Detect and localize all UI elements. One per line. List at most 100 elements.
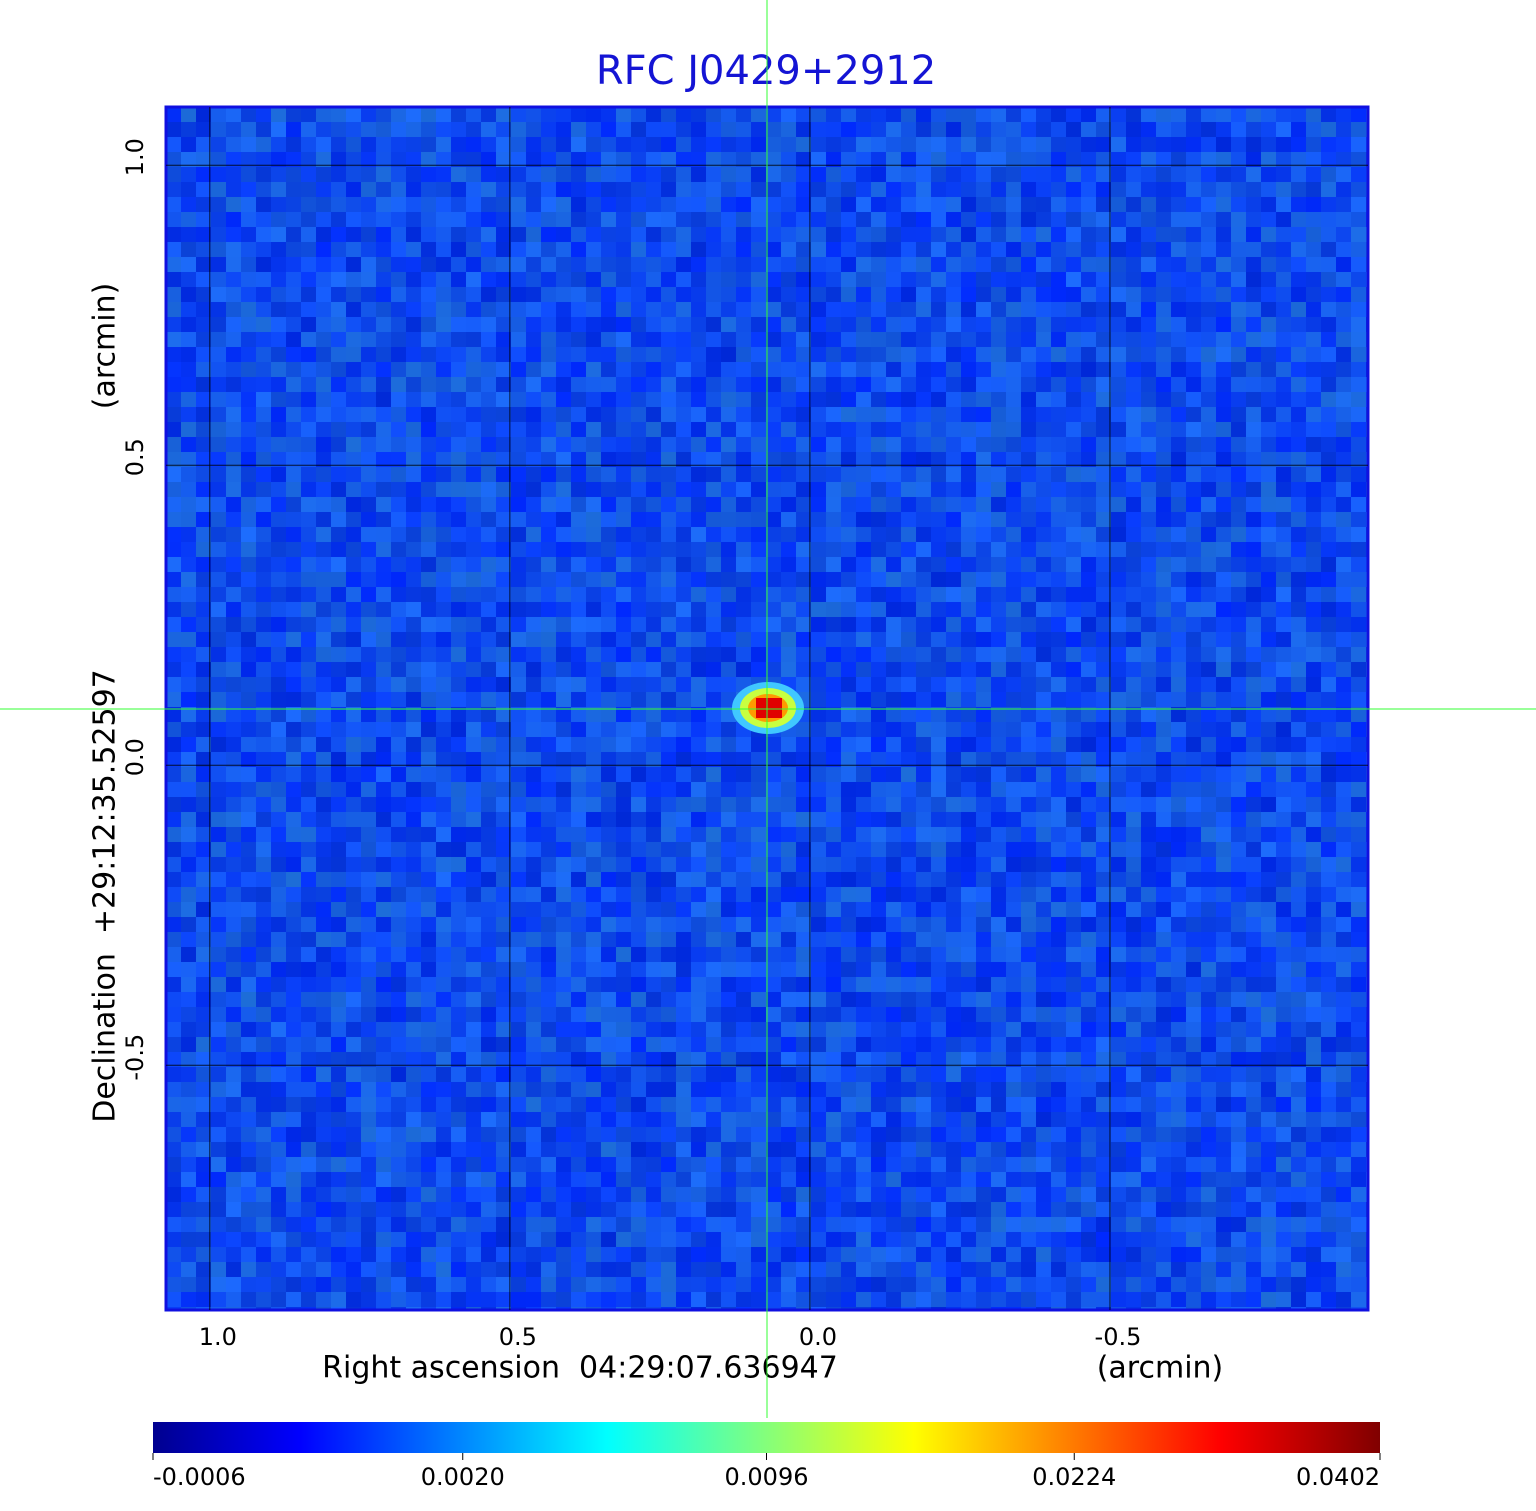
pixel bbox=[1291, 347, 1306, 362]
pixel bbox=[931, 482, 946, 497]
pixel bbox=[586, 692, 601, 707]
pixel bbox=[856, 1007, 871, 1022]
pixel bbox=[436, 392, 451, 407]
pixel bbox=[376, 662, 391, 677]
pixel bbox=[631, 377, 646, 392]
pixel bbox=[1216, 947, 1231, 962]
pixel bbox=[421, 947, 436, 962]
pixel bbox=[256, 617, 271, 632]
pixel bbox=[661, 287, 676, 302]
pixel bbox=[1321, 617, 1336, 632]
pixel bbox=[1111, 707, 1126, 722]
pixel bbox=[1066, 707, 1081, 722]
pixel bbox=[1126, 287, 1141, 302]
pixel bbox=[1156, 152, 1171, 167]
pixel bbox=[226, 407, 241, 422]
pixel bbox=[886, 842, 901, 857]
pixel bbox=[601, 632, 616, 647]
pixel bbox=[706, 872, 721, 887]
pixel bbox=[1051, 302, 1066, 317]
pixel bbox=[706, 227, 721, 242]
pixel bbox=[1156, 242, 1171, 257]
pixel bbox=[646, 632, 661, 647]
pixel bbox=[616, 902, 631, 917]
pixel bbox=[556, 167, 571, 182]
pixel bbox=[631, 512, 646, 527]
pixel bbox=[481, 392, 496, 407]
pixel bbox=[736, 332, 751, 347]
pixel bbox=[1171, 422, 1186, 437]
pixel bbox=[1261, 902, 1276, 917]
pixel bbox=[391, 857, 406, 872]
pixel bbox=[1186, 137, 1201, 152]
pixel bbox=[781, 377, 796, 392]
pixel bbox=[1246, 482, 1261, 497]
pixel bbox=[301, 317, 316, 332]
pixel bbox=[196, 197, 211, 212]
pixel bbox=[721, 437, 736, 452]
pixel bbox=[301, 452, 316, 467]
pixel bbox=[241, 107, 256, 122]
pixel bbox=[301, 647, 316, 662]
pixel bbox=[1186, 887, 1201, 902]
pixel bbox=[1276, 182, 1291, 197]
pixel bbox=[541, 302, 556, 317]
pixel bbox=[1336, 602, 1351, 617]
pixel bbox=[1351, 572, 1366, 587]
pixel bbox=[406, 572, 421, 587]
pixel bbox=[811, 467, 826, 482]
pixel bbox=[1126, 332, 1141, 347]
pixel bbox=[601, 737, 616, 752]
pixel bbox=[586, 572, 601, 587]
pixel bbox=[691, 977, 706, 992]
pixel bbox=[736, 737, 751, 752]
pixel bbox=[1171, 272, 1186, 287]
pixel bbox=[856, 632, 871, 647]
pixel bbox=[751, 152, 766, 167]
pixel bbox=[1141, 437, 1156, 452]
pixel bbox=[541, 452, 556, 467]
pixel bbox=[751, 977, 766, 992]
pixel bbox=[361, 557, 376, 572]
pixel bbox=[1021, 752, 1036, 767]
pixel bbox=[1336, 317, 1351, 332]
pixel bbox=[481, 482, 496, 497]
pixel bbox=[1096, 482, 1111, 497]
pixel bbox=[466, 782, 481, 797]
pixel bbox=[1216, 917, 1231, 932]
pixel bbox=[961, 797, 976, 812]
pixel bbox=[301, 812, 316, 827]
pixel bbox=[1321, 287, 1336, 302]
pixel bbox=[871, 332, 886, 347]
pixel bbox=[256, 872, 271, 887]
pixel bbox=[451, 257, 466, 272]
pixel bbox=[616, 467, 631, 482]
pixel bbox=[571, 182, 586, 197]
pixel bbox=[1111, 362, 1126, 377]
pixel bbox=[901, 932, 916, 947]
pixel bbox=[226, 137, 241, 152]
pixel bbox=[1096, 392, 1111, 407]
pixel bbox=[226, 677, 241, 692]
pixel bbox=[241, 902, 256, 917]
pixel bbox=[796, 332, 811, 347]
pixel bbox=[961, 392, 976, 407]
pixel bbox=[811, 542, 826, 557]
pixel bbox=[1051, 377, 1066, 392]
pixel bbox=[496, 227, 511, 242]
pixel bbox=[886, 227, 901, 242]
pixel bbox=[391, 812, 406, 827]
pixel bbox=[781, 392, 796, 407]
pixel bbox=[361, 482, 376, 497]
pixel bbox=[286, 767, 301, 782]
pixel bbox=[871, 467, 886, 482]
pixel bbox=[301, 272, 316, 287]
pixel bbox=[196, 422, 211, 437]
pixel bbox=[766, 947, 781, 962]
pixel bbox=[1111, 857, 1126, 872]
pixel bbox=[1006, 602, 1021, 617]
pixel bbox=[346, 632, 361, 647]
pixel bbox=[736, 437, 751, 452]
pixel bbox=[886, 377, 901, 392]
pixel bbox=[1156, 287, 1171, 302]
